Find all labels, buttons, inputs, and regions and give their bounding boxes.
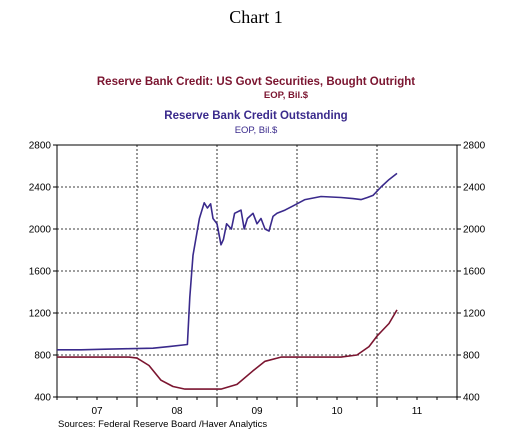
series-line-1	[57, 309, 398, 390]
series2-title: Reserve Bank Credit Outstanding	[164, 110, 348, 122]
y-tick-label-left: 400	[34, 393, 51, 404]
x-tick-label: 10	[331, 406, 343, 417]
series2-unit: EOP, Bil.$	[234, 125, 278, 136]
y-tick-label-left: 2800	[29, 141, 52, 152]
y-tick-label-left: 1200	[29, 309, 52, 320]
source-note: Sources: Federal Reserve Board /Haver An…	[58, 419, 268, 430]
series1-title: Reserve Bank Credit: US Govt Securities,…	[96, 76, 416, 88]
x-tick-label: 08	[171, 406, 183, 417]
y-tick-label-right: 800	[463, 351, 480, 362]
y-tick-label-left: 800	[34, 351, 51, 362]
y-tick-label-right: 400	[463, 393, 480, 404]
y-tick-label-right: 2800	[463, 141, 486, 152]
y-tick-label-right: 1200	[463, 309, 486, 320]
y-tick-label-right: 1600	[463, 267, 486, 278]
x-tick-label: 09	[251, 406, 263, 417]
y-tick-label-left: 2400	[29, 183, 52, 194]
y-tick-label-right: 2000	[463, 225, 486, 236]
y-tick-label-right: 2400	[463, 183, 486, 194]
series1-unit: EOP, Bil.$	[263, 90, 309, 101]
y-tick-label-left: 1600	[29, 267, 52, 278]
chart-title: Chart 1	[229, 7, 283, 27]
series-line-2	[57, 172, 398, 351]
y-tick-label-left: 2000	[29, 225, 52, 236]
x-tick-label: 07	[91, 406, 103, 417]
x-tick-label: 11	[412, 406, 423, 417]
